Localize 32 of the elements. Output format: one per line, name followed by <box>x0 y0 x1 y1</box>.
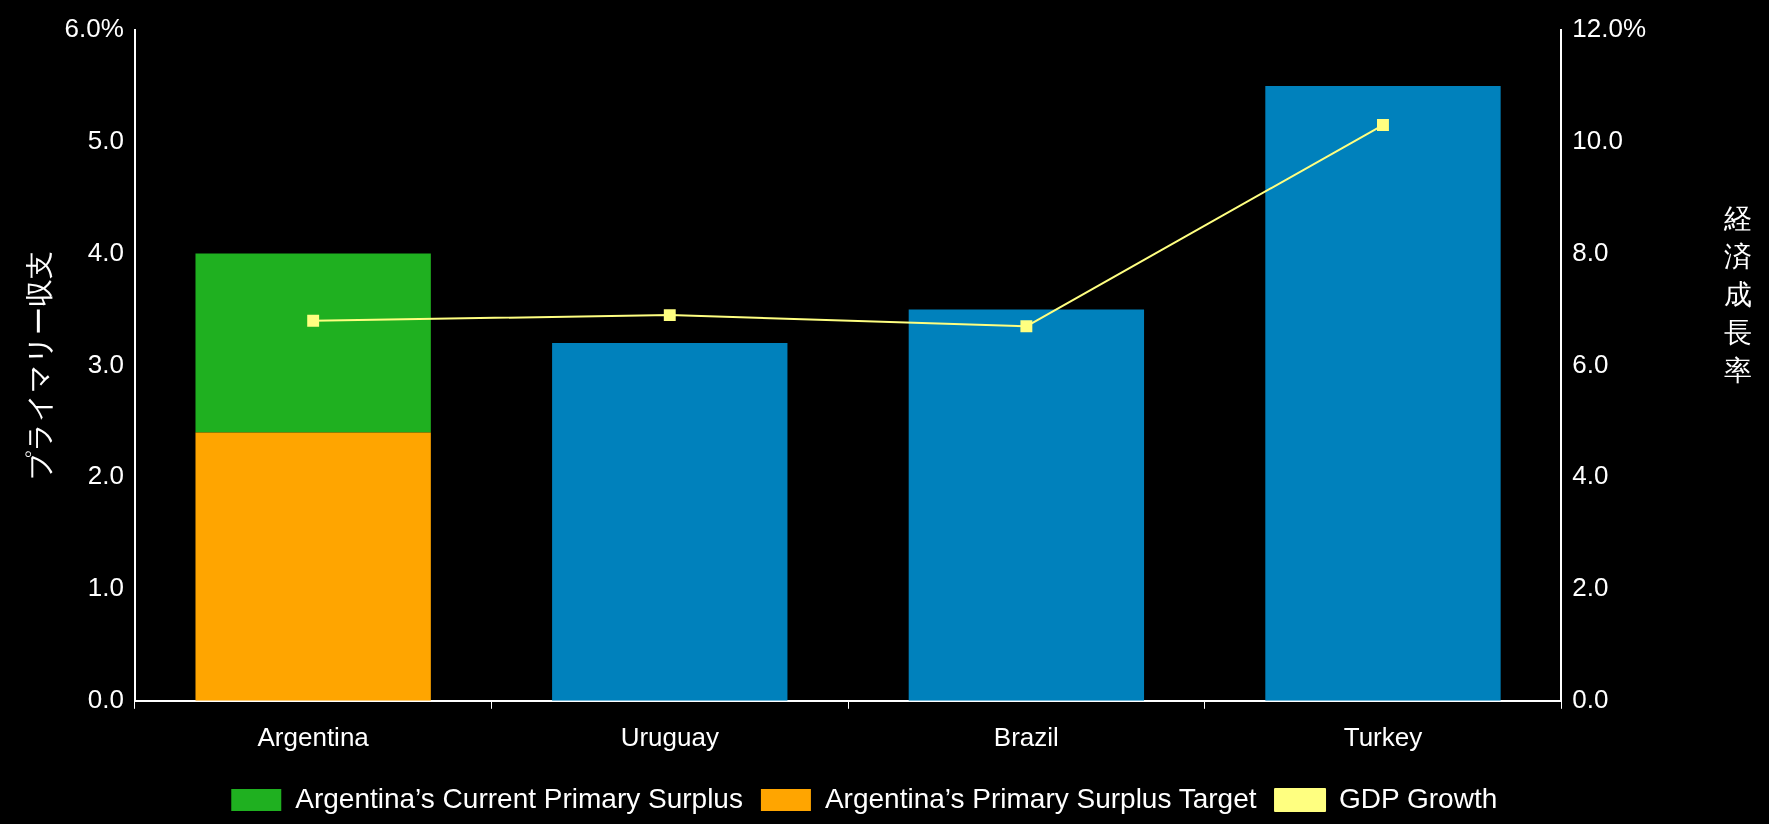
x-tick-label: Turkey <box>1343 721 1423 752</box>
y2-tick-label: 6.0 <box>1572 348 1609 379</box>
y2-tick-label: 0.0 <box>1572 683 1609 714</box>
point <box>1020 320 1033 333</box>
y-tick-label: 3.0 <box>87 348 124 379</box>
point <box>307 314 320 327</box>
point <box>1377 119 1389 131</box>
y2-tick-label: 2.0 <box>1572 572 1609 603</box>
legend-label: GDP Growth <box>1339 782 1498 814</box>
y-tick-label: 6.0% <box>64 13 124 44</box>
bar <box>908 309 1145 701</box>
y-tick-label: 2.0 <box>87 460 124 491</box>
x-tick-label: Uruguay <box>620 721 719 752</box>
legend-label: Argentina’s Primary Surplus Target <box>824 782 1257 814</box>
y2-tick-label: 10.0 <box>1572 124 1623 155</box>
bar <box>195 432 431 701</box>
point <box>663 309 676 322</box>
y2-axis-title: 経済成長率 <box>1723 202 1753 388</box>
y2-tick-label: 12.0% <box>1572 13 1647 44</box>
legend-label: Argentina’s Current Primary Surplus <box>295 782 743 814</box>
y2-tick-label: 4.0 <box>1572 460 1609 491</box>
y-tick-label: 4.0 <box>87 236 124 267</box>
y-tick-label: 1.0 <box>87 572 124 603</box>
y-tick-label: 0.0 <box>87 683 124 714</box>
bar <box>195 253 431 433</box>
x-tick-label: Brazil <box>993 721 1059 752</box>
x-tick-label: Argentina <box>257 721 370 752</box>
y-tick-label: 5.0 <box>87 124 124 155</box>
y-axis-title: プライマリー収支 <box>23 250 55 480</box>
bar <box>552 343 788 701</box>
y2-tick-label: 8.0 <box>1572 236 1609 267</box>
bar <box>1265 85 1501 701</box>
